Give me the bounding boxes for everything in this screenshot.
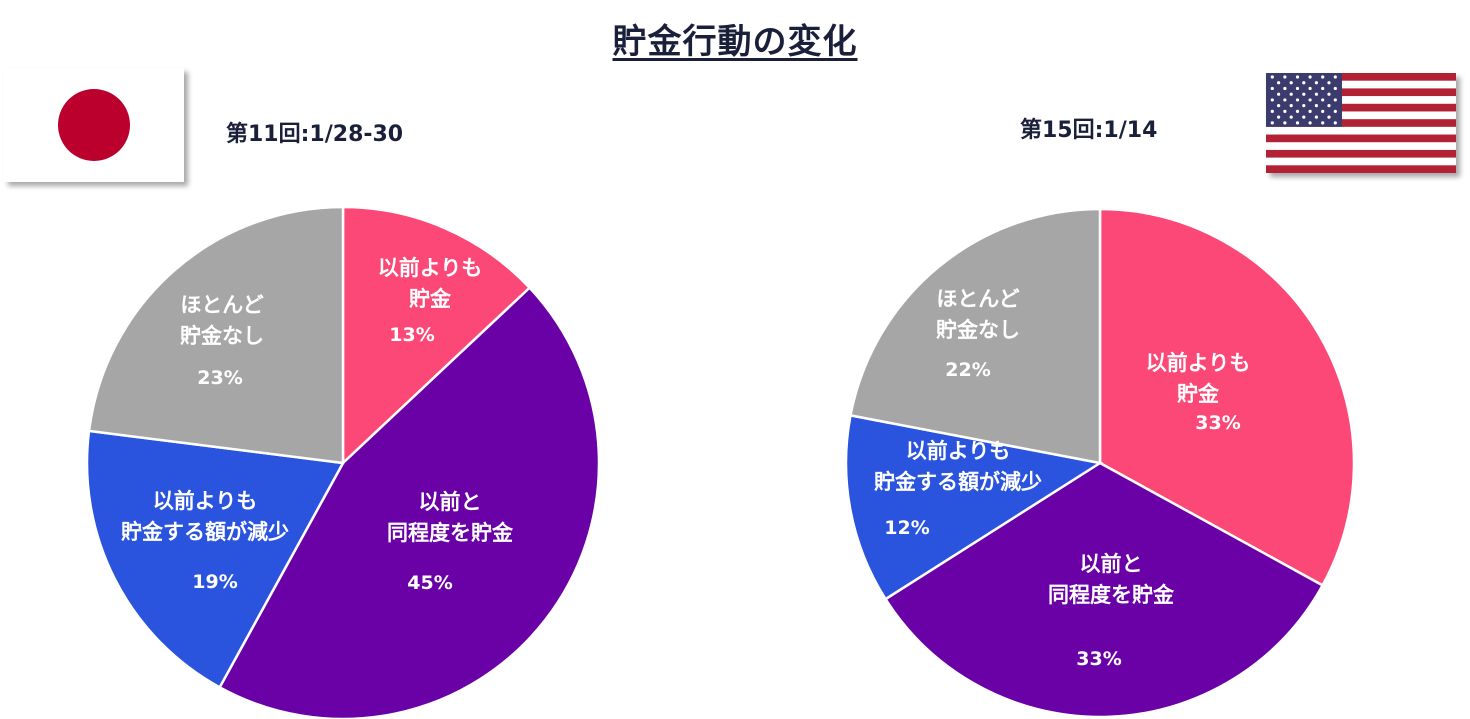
pie-1-slice-2-label: 以前よりも貯金する額が減少 [874,439,1042,494]
pie-0-slice-2-label: 以前よりも貯金する額が減少 [121,489,289,544]
usa-flag-icon [1266,73,1456,174]
pie-0-slice-1 [217,285,601,719]
pie-1-slice-2-pct: 12% [884,517,929,539]
pie-1-slice-1-pct: 33% [1076,648,1121,670]
pie-0-slice-2-pct: 19% [192,571,237,593]
pie-1-slice-0-label: 以前よりも貯金 [1146,351,1251,406]
usa-survey-label: 第15回:1/14 [1020,118,1158,143]
pie-0-slice-1-pct: 45% [407,572,452,594]
japan-flag-icon [4,68,184,182]
japan-survey-label: 第11回:1/28-30 [226,122,404,147]
pie-0-slice-2 [85,429,345,690]
pie-0-slice-3 [87,205,345,465]
pie-0-slice-1-label: 以前と同程度を貯金 [387,490,514,545]
chart-title: 貯金行動の変化 [612,22,858,62]
pie-1-slice-0 [1098,207,1356,588]
pie-0-slice-0-label: 以前よりも貯金 [378,256,483,311]
pie-1-slice-3-pct: 22% [945,359,990,381]
pie-0-slice-0 [341,205,532,466]
pie-1-slice-3-label: ほとんど貯金なし [936,287,1020,342]
pie-0-slice-0-pct: 13% [389,324,434,346]
pie-1-slice-3 [849,207,1102,465]
pie-1-slice-1 [883,461,1325,719]
pie-0-slice-3-pct: 23% [197,367,242,389]
pie-1-slice-1-label: 以前と同程度を貯金 [1048,552,1175,607]
pie-0-slice-3-label: ほとんど貯金なし [180,293,264,348]
pie-1-slice-0-pct: 33% [1195,412,1240,434]
pie-1-slice-2 [844,413,1104,601]
